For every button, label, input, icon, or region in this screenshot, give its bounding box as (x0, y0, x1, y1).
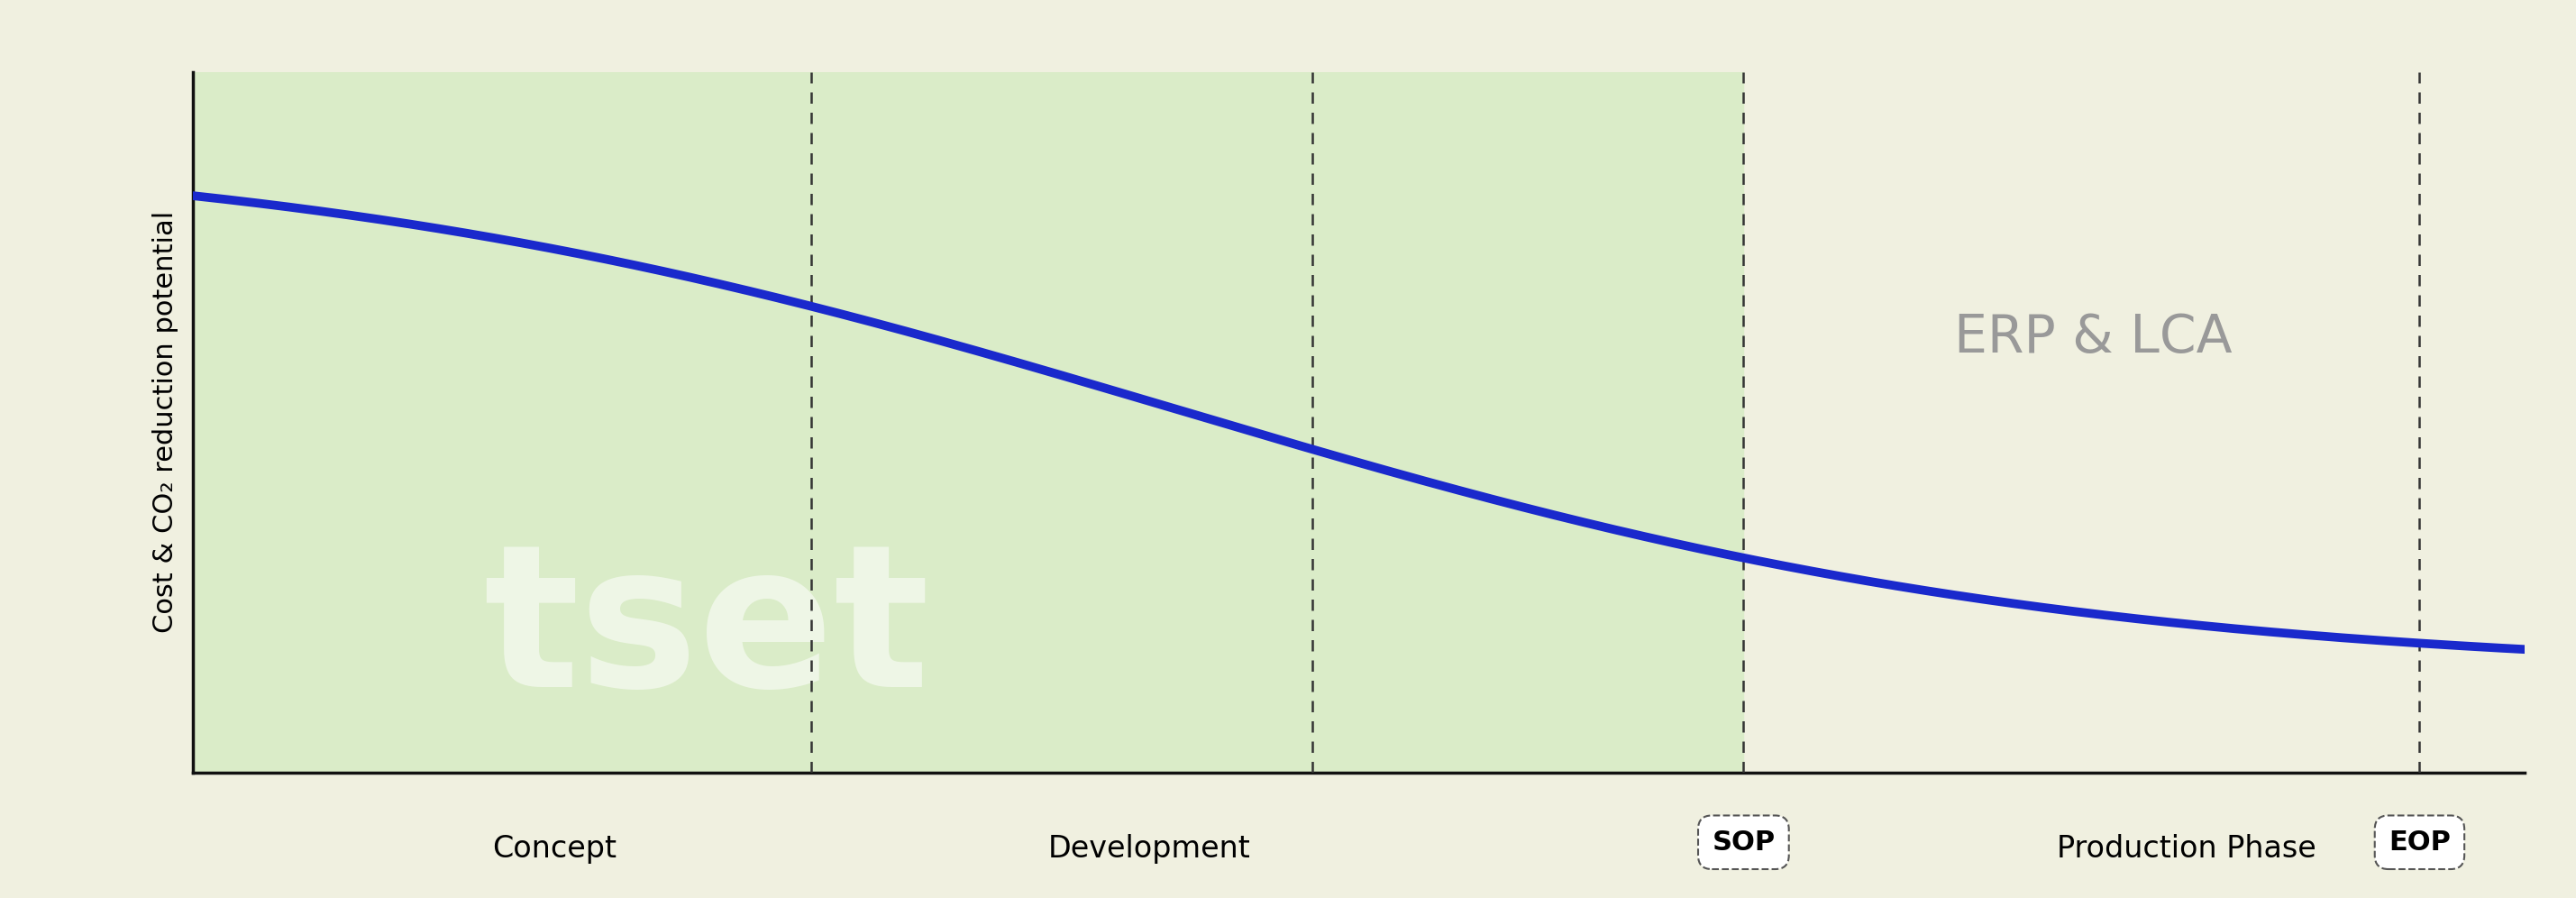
Bar (1613, 72, 1618, 772)
Bar (1710, 72, 1716, 772)
Bar (1654, 72, 1659, 772)
Bar (1674, 72, 1677, 772)
Bar (193, 72, 1744, 772)
Bar (1703, 72, 1708, 772)
Bar (1610, 72, 1613, 772)
Bar (1649, 72, 1654, 772)
Text: ERP & LCA: ERP & LCA (1955, 313, 2233, 364)
Text: Production Phase: Production Phase (2056, 833, 2316, 864)
Bar (1716, 72, 1718, 772)
Bar (1589, 72, 1592, 772)
Bar (1708, 72, 1710, 772)
Text: SOP: SOP (1713, 829, 1775, 856)
Bar (1687, 72, 1690, 772)
Bar (1633, 72, 1638, 772)
Bar (1667, 72, 1669, 772)
Bar (1718, 72, 1723, 772)
Text: EOP: EOP (2388, 829, 2450, 856)
Bar (1731, 72, 1736, 772)
Bar (1659, 72, 1662, 772)
Bar (1662, 72, 1667, 772)
Bar (1592, 72, 1597, 772)
Bar (1695, 72, 1698, 772)
Bar (1638, 72, 1641, 772)
Bar (1600, 72, 1605, 772)
Text: Development: Development (1048, 833, 1249, 864)
Bar (1597, 72, 1600, 772)
Bar (1736, 72, 1739, 772)
Bar (1646, 72, 1649, 772)
Bar (1628, 72, 1633, 772)
Y-axis label: Cost & CO₂ reduction potential: Cost & CO₂ reduction potential (152, 211, 178, 633)
Bar (1605, 72, 1610, 772)
Bar (1669, 72, 1674, 772)
Bar (1739, 72, 1744, 772)
Bar (1625, 72, 1628, 772)
Bar (1723, 72, 1726, 772)
Text: Concept: Concept (492, 833, 616, 864)
Bar (1698, 72, 1703, 772)
Bar (1620, 72, 1625, 772)
Text: tset: tset (482, 536, 930, 728)
Bar (1677, 72, 1682, 772)
Bar (1641, 72, 1646, 772)
Bar (1726, 72, 1731, 772)
Bar (1690, 72, 1695, 772)
Bar (1584, 72, 1589, 772)
Bar (1618, 72, 1620, 772)
Bar (1579, 72, 1584, 772)
Bar (1682, 72, 1687, 772)
